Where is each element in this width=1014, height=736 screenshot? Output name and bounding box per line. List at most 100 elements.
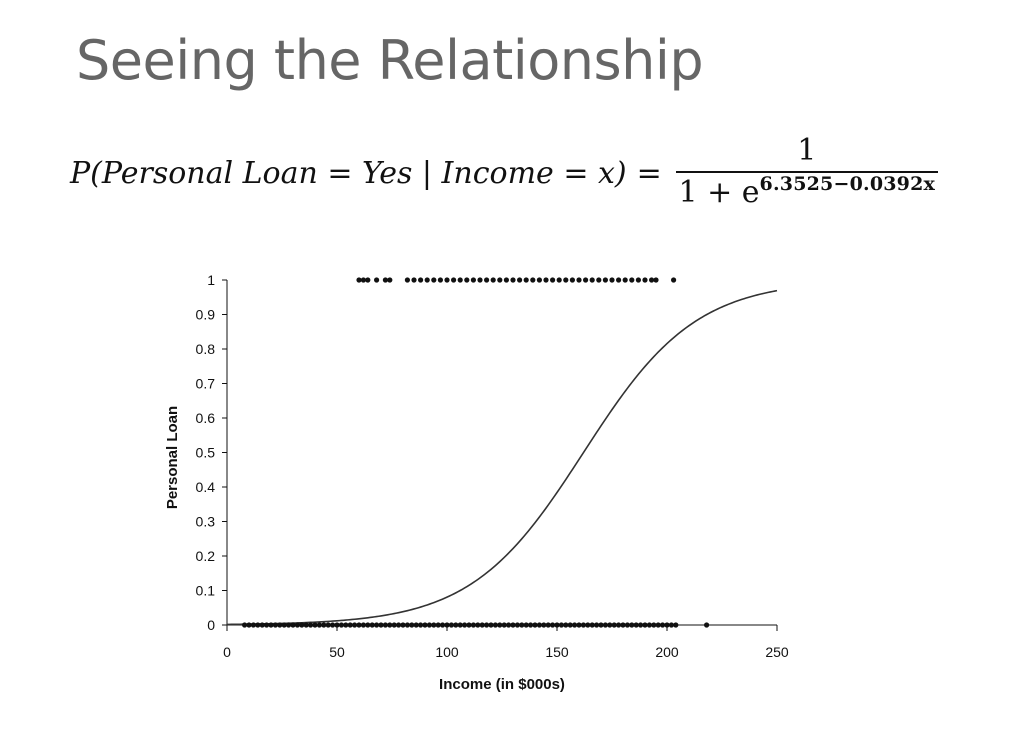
- data-point-no: [387, 622, 393, 628]
- data-point-yes: [503, 277, 509, 283]
- data-point-no: [607, 622, 613, 628]
- data-point-no: [440, 622, 446, 628]
- data-point-yes: [589, 277, 595, 283]
- data-point-no: [308, 622, 314, 628]
- data-point-yes: [510, 277, 516, 283]
- points-group: [242, 277, 710, 628]
- data-point-no: [382, 622, 388, 628]
- data-point-no: [536, 622, 543, 628]
- data-point-no: [655, 622, 661, 628]
- data-point-no: [554, 622, 560, 628]
- data-point-no: [470, 622, 476, 628]
- data-point-yes: [418, 277, 424, 283]
- data-point-yes: [374, 277, 380, 283]
- data-point-no: [352, 622, 358, 628]
- data-point-no: [404, 622, 410, 628]
- data-point-no: [242, 622, 248, 628]
- data-point-yes: [517, 277, 523, 283]
- data-point-no: [378, 622, 384, 628]
- data-point-no: [532, 622, 538, 628]
- y-tick-label: 0.6: [196, 410, 216, 426]
- slide-title: Seeing the Relationship: [76, 29, 704, 92]
- data-point-no: [523, 622, 529, 628]
- y-axis-title: Personal Loan: [164, 406, 181, 509]
- data-point-yes: [583, 277, 589, 283]
- data-point-yes: [653, 277, 659, 283]
- x-tick-label: 150: [545, 644, 569, 660]
- formula-fraction: 1 1 + e6.3525−0.0392x: [675, 133, 938, 214]
- data-point-no: [255, 622, 261, 628]
- data-point-yes: [649, 277, 655, 283]
- data-point-no: [396, 622, 402, 628]
- data-point-yes: [437, 277, 443, 283]
- logistic-curve: [226, 289, 778, 626]
- data-point-no: [580, 622, 587, 628]
- axes-group: 0 0.1 0.2 0.3 0.4 0.5 0.6 0.7 0.8 0.9 1 0 50 100 150 20…: [196, 272, 789, 660]
- data-point-yes: [490, 277, 496, 283]
- data-point-no: [457, 622, 463, 628]
- y-tick-label: 0.7: [196, 376, 216, 392]
- data-point-yes: [464, 277, 470, 283]
- data-point-no: [497, 622, 503, 628]
- data-point-no: [611, 622, 617, 628]
- data-point-no: [246, 622, 252, 628]
- data-point-no: [646, 622, 653, 628]
- data-point-no: [391, 622, 397, 628]
- y-tick-label: 0: [207, 617, 215, 633]
- data-point-no: [453, 622, 459, 628]
- data-point-yes: [642, 277, 648, 283]
- data-point-no: [347, 622, 353, 628]
- data-point-yes: [635, 277, 642, 283]
- data-point-no: [462, 622, 468, 628]
- data-point-no: [312, 622, 318, 628]
- data-point-no: [545, 622, 551, 628]
- data-point-no: [572, 622, 578, 628]
- data-point-yes: [602, 277, 609, 283]
- data-point-no: [660, 622, 666, 628]
- data-point-no: [664, 622, 670, 628]
- data-point-no: [299, 622, 305, 628]
- data-point-yes: [382, 277, 388, 283]
- data-point-no: [541, 622, 547, 628]
- data-point-no: [616, 622, 622, 628]
- data-point-yes: [536, 277, 543, 283]
- data-point-no: [250, 622, 256, 628]
- data-point-no: [272, 622, 278, 628]
- data-point-no: [514, 622, 521, 628]
- data-point-yes: [404, 277, 410, 283]
- data-point-yes: [387, 277, 393, 283]
- data-point-no: [704, 622, 710, 628]
- data-point-no: [567, 622, 573, 628]
- y-tick-label: 0.3: [196, 514, 216, 530]
- data-point-no: [400, 622, 406, 628]
- formula-denominator: 1 + e6.3525−0.0392x: [678, 173, 935, 214]
- data-point-no: [563, 622, 569, 628]
- data-point-no: [343, 622, 349, 628]
- formula-equals: =: [636, 155, 662, 191]
- data-point-yes: [596, 277, 602, 283]
- data-point-no: [528, 622, 534, 628]
- data-point-no: [589, 622, 595, 628]
- x-tick-label: 100: [435, 644, 459, 660]
- data-point-yes: [609, 277, 615, 283]
- data-point-no: [294, 622, 300, 628]
- data-point-no: [448, 622, 454, 628]
- data-point-no: [374, 622, 380, 628]
- x-tick-label: 200: [655, 644, 679, 660]
- data-point-yes: [616, 277, 622, 283]
- data-point-no: [334, 622, 340, 628]
- data-point-no: [492, 622, 498, 628]
- data-point-no: [585, 622, 591, 628]
- data-point-no: [413, 622, 419, 628]
- formula-exponent: 6.3525−0.0392x: [759, 172, 936, 195]
- data-point-yes: [360, 277, 366, 283]
- data-point-yes: [576, 277, 582, 283]
- data-point-yes: [477, 277, 483, 283]
- data-point-no: [651, 622, 657, 628]
- data-point-no: [409, 622, 415, 628]
- data-point-yes: [671, 277, 677, 283]
- data-point-yes: [563, 277, 569, 283]
- data-point-yes: [622, 277, 628, 283]
- data-point-no: [479, 622, 485, 628]
- data-point-no: [620, 622, 626, 628]
